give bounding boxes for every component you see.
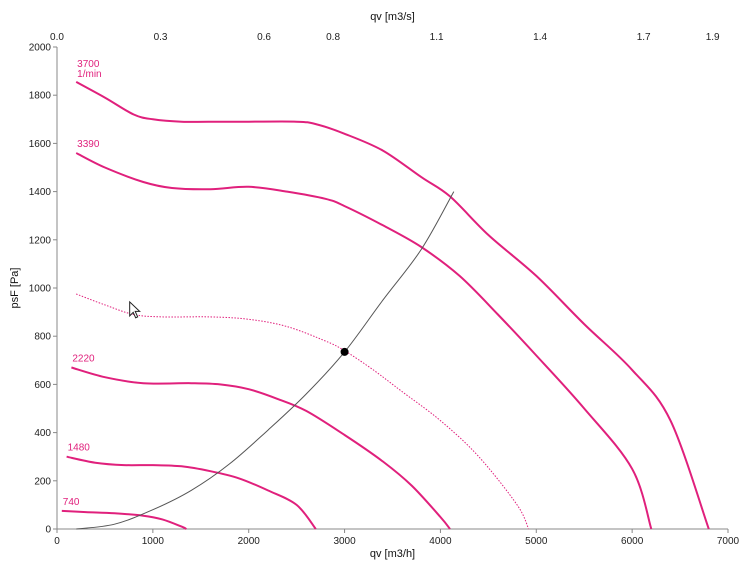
y-tick-label: 200	[34, 476, 51, 487]
fan-curve-3390	[75, 152, 653, 530]
curve-label-unit: 1/min	[77, 69, 101, 80]
curve-label: 3390	[77, 139, 100, 150]
x2-axis-title: qv [m3/s]	[370, 11, 415, 23]
fan-curve-1480	[66, 455, 317, 530]
x-axis-title: qv [m3/h]	[370, 548, 415, 560]
fan-curve-2220	[71, 366, 451, 530]
x2-tick-label: 1.7	[637, 32, 651, 43]
x-tick-label: 4000	[429, 536, 452, 547]
y-tick-label: 1400	[29, 187, 52, 198]
x-tick-label: 3000	[333, 536, 356, 547]
y-tick-label: 1200	[29, 235, 52, 246]
x-tick-label: 1000	[142, 536, 165, 547]
x-tick-label: 7000	[717, 536, 739, 547]
y-axis-title: psF [Pa]	[9, 268, 21, 309]
y-tick-label: 0	[45, 525, 51, 536]
system-curve	[76, 191, 455, 530]
y-tick-label: 800	[34, 332, 51, 343]
x-axis-top: 0.0 0.3 0.6 0.8 1.1 1.4 1.7 1.9	[50, 32, 720, 43]
curve-label: 1480	[68, 443, 91, 454]
fan-curve-740	[61, 509, 187, 530]
y-axis-left: 0 200 400 600 800 1000 1200 1400 1600 1800 2000	[29, 43, 57, 536]
y-tick-label: 1600	[29, 139, 52, 150]
x-tick-label: 0	[54, 536, 60, 547]
operating-point-layer	[340, 347, 349, 356]
y-tick-label: 1000	[29, 284, 52, 295]
y-tick-label: 2000	[29, 43, 52, 54]
curve-label: 740	[63, 497, 80, 508]
x2-tick-label: 1.1	[430, 32, 444, 43]
operating-speed-curve	[76, 293, 530, 530]
x-tick-label: 5000	[525, 536, 548, 547]
curve-group	[61, 81, 710, 530]
x2-tick-label: 0.8	[326, 32, 340, 43]
mouse-cursor-icon	[129, 300, 141, 319]
y-tick-label: 600	[34, 380, 51, 391]
x2-tick-label: 0.6	[257, 32, 271, 43]
x-tick-label: 2000	[238, 536, 261, 547]
operating-point	[340, 347, 349, 356]
x2-tick-label: 0.3	[154, 32, 168, 43]
y-tick-label: 1800	[29, 91, 52, 102]
curve-label: 3700	[77, 59, 100, 70]
x-axis-bottom: 0 1000 2000 3000 4000 5000 6000 7000	[54, 529, 739, 547]
x2-tick-label: 1.9	[706, 32, 720, 43]
y-tick-label: 400	[34, 428, 51, 439]
x-tick-label: 6000	[621, 536, 644, 547]
x2-tick-label: 0.0	[50, 32, 64, 43]
fan-curve-3700	[75, 81, 710, 530]
x2-tick-label: 1.4	[533, 32, 547, 43]
curve-label: 2220	[72, 354, 95, 365]
